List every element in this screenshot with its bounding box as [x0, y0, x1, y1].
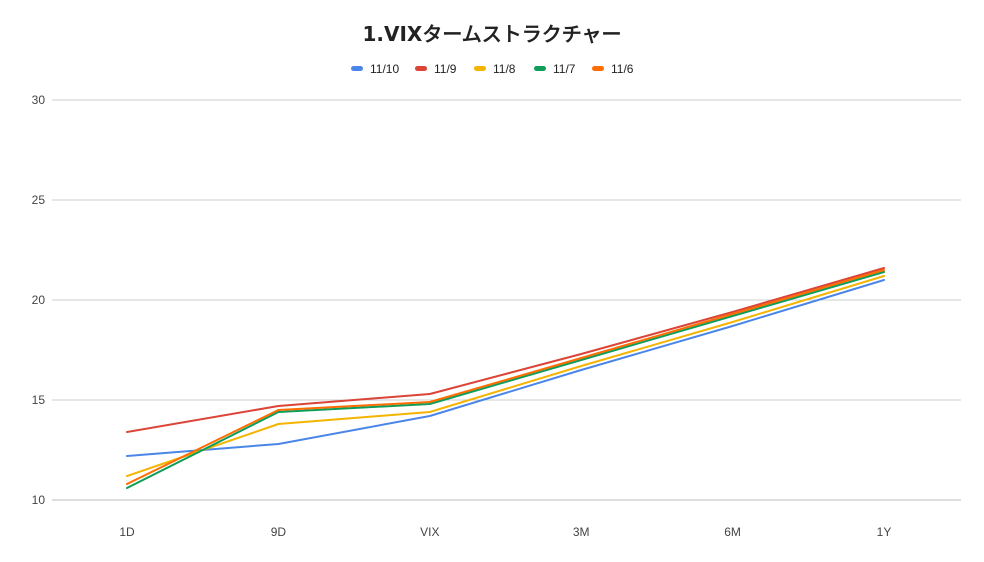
legend-swatch	[415, 66, 427, 71]
x-tick-label: 1Y	[877, 525, 892, 539]
legend-item: 11/10	[351, 62, 399, 76]
legend-label: 11/10	[370, 62, 399, 76]
legend-swatch	[592, 66, 604, 71]
series-line-11-10	[126, 279, 885, 457]
legend-item: 11/7	[534, 62, 576, 76]
legend-item: 11/6	[592, 62, 634, 76]
y-tick-label: 15	[32, 393, 46, 407]
series-line-11-6	[126, 269, 885, 485]
legend-swatch	[474, 66, 486, 71]
y-tick-label: 30	[32, 93, 46, 107]
x-tick-label: 3M	[573, 525, 590, 539]
x-tick-label: 9D	[271, 525, 287, 539]
series-line-11-9	[126, 267, 885, 433]
series-line-11-8	[126, 275, 885, 477]
y-tick-label: 10	[32, 493, 46, 507]
x-axis-ticks: 1D 9D VIX 3M 6M 1Y	[119, 525, 891, 539]
legend-label: 11/8	[493, 62, 516, 76]
x-tick-label: 6M	[724, 525, 741, 539]
legend-label: 11/7	[553, 62, 576, 76]
series-lines	[126, 267, 885, 489]
y-tick-label: 20	[32, 293, 46, 307]
legend-swatch	[351, 66, 363, 71]
x-tick-label: 1D	[119, 525, 135, 539]
gridlines	[52, 99, 961, 501]
legend-item: 11/9	[415, 62, 457, 76]
series-line-11-7	[126, 271, 885, 489]
legend-label: 11/6	[611, 62, 634, 76]
x-tick-label: VIX	[420, 525, 439, 539]
chart-title: 1.VIXタームストラクチャー	[362, 22, 621, 46]
legend-label: 11/9	[434, 62, 457, 76]
legend: 11/10 11/9 11/8 11/7 11/6	[351, 62, 634, 76]
y-tick-label: 25	[32, 193, 46, 207]
legend-item: 11/8	[474, 62, 516, 76]
y-axis-ticks: 10 15 20 25 30	[32, 93, 46, 507]
legend-swatch	[534, 66, 546, 71]
